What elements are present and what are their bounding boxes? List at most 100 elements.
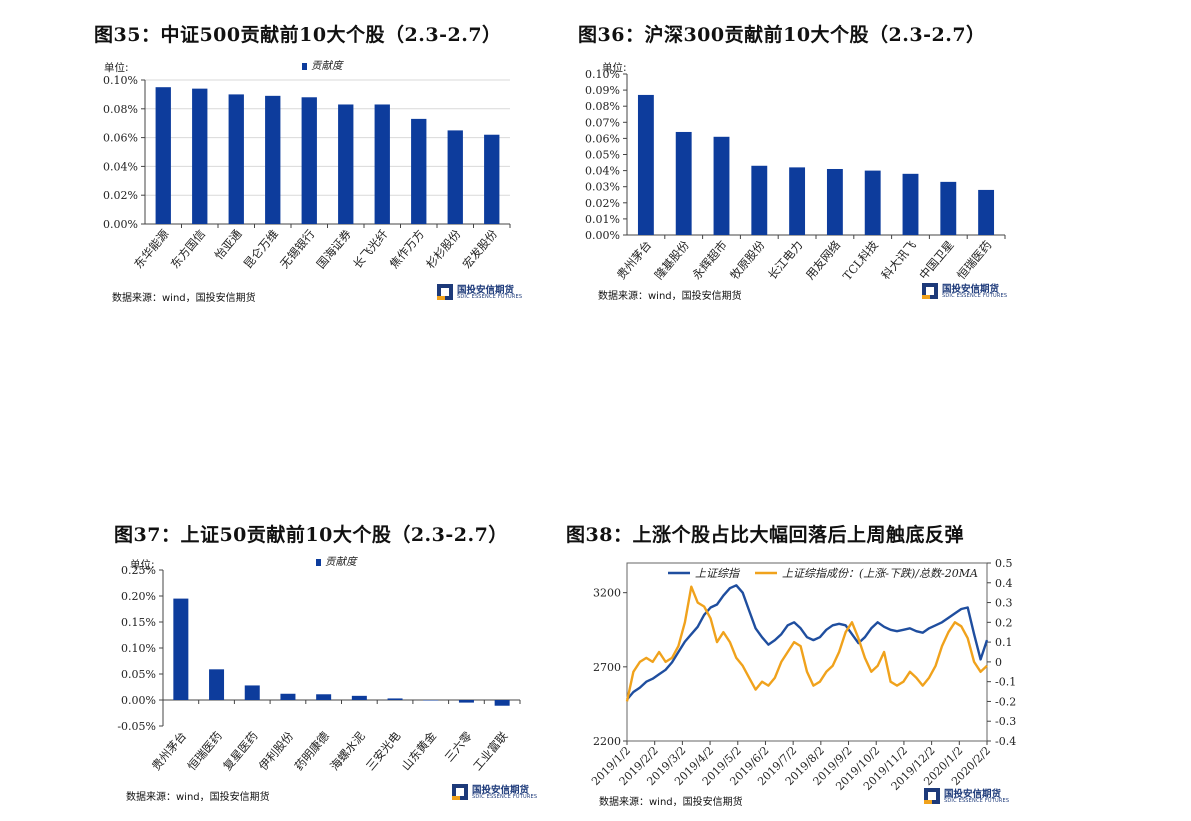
fig36-title: 图36：沪深300贡献前10大个股（2.3-2.7） [578,24,986,46]
fig35-xtick-label: 昆仑万维 [241,227,281,271]
fig35-source: 数据来源：wind，国投安信期货 [112,293,256,304]
fig35-xtick-label: 东华能源 [131,227,172,272]
fig38-yright-tick-label: 0.2 [995,616,1013,629]
fig37-unit-label: 单位: [130,559,155,571]
fig35-legend: 贡献度 [302,58,343,73]
fig36-ytick-label: 0.00% [585,229,620,242]
fig36-bar [826,168,843,235]
fig35-bar [447,130,463,224]
fig36-ytick-label: 0.07% [585,116,620,129]
fig36-xtick-label: 牧原股份 [727,238,768,283]
fig37-ytick-label: 0.15% [121,616,156,629]
fig37-source: 数据来源：wind，国投安信期货 [126,792,270,803]
fig36-ytick-label: 0.09% [585,84,620,97]
fig35-bar [301,97,317,224]
fig38-legend-label-2: 上证综指成份：(上涨-下跌)/总数-20MA [782,567,978,580]
fig36-bar [902,173,919,235]
fig35-title: 图35：中证500贡献前10大个股（2.3-2.7） [94,24,502,46]
fig36-ytick-label: 0.02% [585,197,620,210]
fig38-yright-tick-label: 0.5 [995,557,1013,570]
fig35-xtick-label: 怡亚通 [212,227,245,263]
fig36-bar [978,189,995,235]
logo-sub: SDIC ESSENCE FUTURES [942,293,1008,299]
logo-name: 国投安信期货 [944,789,1002,800]
fig35-ytick-label: 0.00% [103,218,138,231]
fig35-ytick-label: 0.02% [103,189,138,202]
fig37-bar [173,598,189,700]
fig36-xtick-label: 科大讯飞 [879,238,920,283]
fig37-ytick-label: 0.05% [121,668,156,681]
fig37-bar [351,695,367,700]
fig38-logo: 国投安信期货 SDIC ESSENCE FUTURES [924,786,1024,808]
fig38-plot-frame [626,562,988,742]
fig37-bar [494,700,510,706]
fig35-ytick-label: 0.08% [103,103,138,116]
fig35-bar [265,95,281,224]
fig36-ytick-label: 0.08% [585,100,620,113]
fig35-legend-swatch [302,62,307,70]
fig36-xtick-label: 隆基股份 [652,238,693,283]
fig36-ytick-label: 0.03% [585,181,620,194]
fig35-xtick-label: 国海证券 [314,227,355,272]
fig36-xtick-label: 用友网络 [803,238,844,283]
fig36-xtick-label: TCL科技 [840,238,881,283]
fig35-ytick-label: 0.04% [103,160,138,173]
fig36-xtick-label: 贵州茅台 [614,238,654,282]
fig36-logo: 国投安信期货 SDIC ESSENCE FUTURES [922,281,1022,303]
fig35-bar [192,88,208,224]
company-logo-icon [437,284,453,300]
fig38-yright-tick-label: 0.3 [995,597,1013,610]
fig37-bar [280,693,296,700]
fig35-bar [374,104,390,224]
fig38-legend-label-1: 上证综指 [695,567,741,580]
fig36-ytick-label: 0.06% [585,132,620,145]
fig36-bar [675,131,692,235]
fig38-yright-tick-label: -0.4 [995,735,1016,748]
fig38-yright-tick-label: -0.3 [995,715,1016,728]
company-logo-icon [452,784,468,800]
fig35-bar [411,118,427,224]
fig38-yleft-tick-label: 2200 [593,735,621,748]
fig35-bar [338,104,354,224]
fig37-xtick-label: 工业富联 [470,729,511,774]
fig35-xtick-label: 焦作万方 [387,227,427,271]
logo-sub: SDIC ESSENCE FUTURES [944,798,1010,804]
fig36-bar [864,170,881,235]
fig36-unit-label: 单位: [602,62,627,74]
fig37-xtick-label: 复星医药 [220,729,260,773]
fig37-xtick-label: 三六零 [442,729,475,765]
fig36-ytick-label: 0.01% [585,213,620,226]
fig37-legend-swatch [316,558,321,566]
fig37-xtick-label: 伊利股份 [256,729,297,774]
fig38-series-line-2 [625,585,988,702]
fig38-yright-tick-label: 0.4 [995,577,1013,590]
fig35-bar [155,87,171,224]
fig36-xtick-label: 长江电力 [765,238,805,282]
fig36-xtick-label: 永辉超市 [690,238,730,282]
fig37-legend-label: 贡献度 [325,556,357,568]
fig37-bar [423,700,439,701]
logo-sub: SDIC ESSENCE FUTURES [472,794,538,800]
logo-name: 国投安信期货 [457,285,515,296]
fig35-unit-label: 单位: [104,62,129,74]
fig37-bar [209,669,225,700]
fig36-ytick-label: 0.10% [585,68,620,81]
fig37-logo: 国投安信期货 SDIC ESSENCE FUTURES [452,782,552,804]
fig36-ytick-label: 0.05% [585,149,620,162]
fig35-ytick-label: 0.06% [103,132,138,145]
fig36-xtick-label: 恒瑞医药 [954,238,994,282]
fig37-bar [387,698,403,700]
fig38-yright-tick-label: -0.2 [995,695,1016,708]
logo-name: 国投安信期货 [472,785,530,796]
fig37-xtick-label: 海螺水泥 [327,729,367,773]
fig38-yleft-tick-label: 3200 [593,587,621,600]
fig37-legend: 贡献度 [316,554,357,569]
fig37-ytick-label: 0.10% [121,642,156,655]
fig36-xtick-label: 中国卫星 [916,238,956,282]
logo-sub: SDIC ESSENCE FUTURES [457,294,523,300]
fig36-bar [713,136,730,235]
fig37-bar [458,700,474,703]
fig37-xtick-label: 药明康德 [292,729,333,774]
fig35-xtick-label: 无锡银行 [277,227,317,271]
